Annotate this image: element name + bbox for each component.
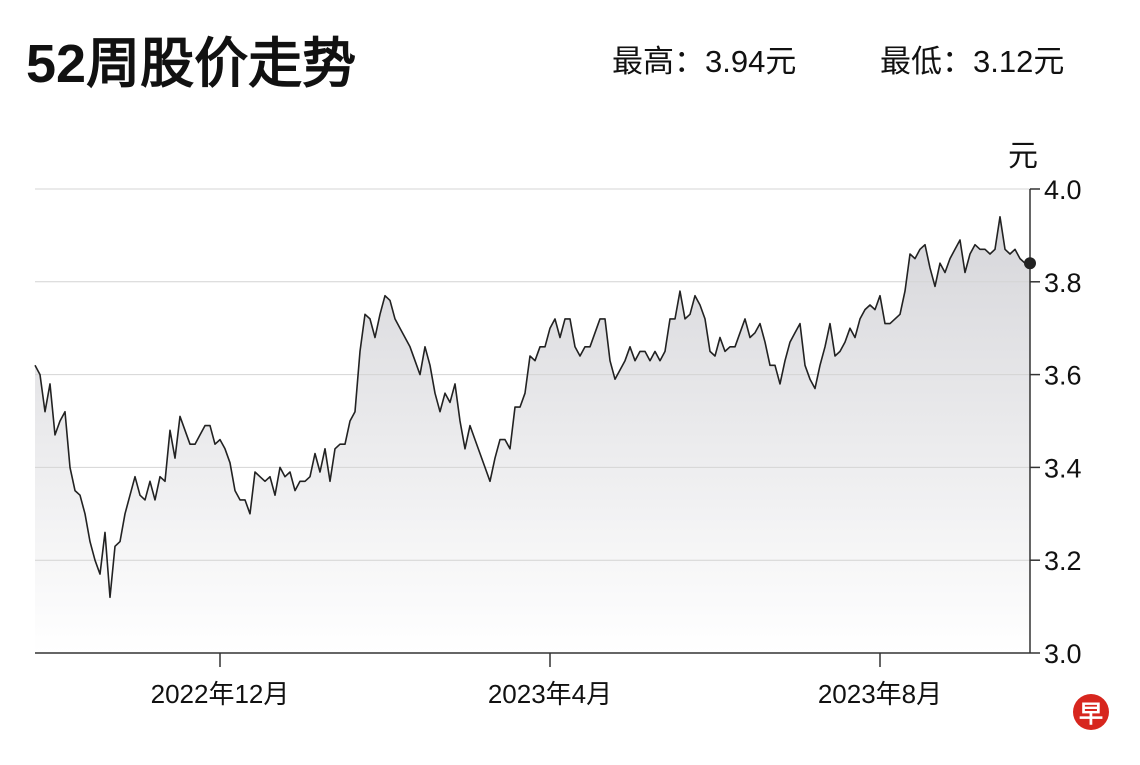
y-tick-label: 3.2 [1044,546,1082,576]
logo: 早 [1079,701,1103,728]
price-line [34,216,1030,599]
y-tick-label: 3.8 [1044,268,1082,298]
area [35,216,1030,654]
x-tick-label: 2023年4月 [488,679,612,709]
annotation: 最低：3.12元 [880,44,1064,79]
annotation: 最高：3.94元 [612,44,796,79]
chart-title: 52周股价走势 [26,34,356,94]
x-tick-label: 2023年8月 [818,679,942,709]
y-tick-label: 4.0 [1044,175,1082,205]
end-marker [1024,257,1036,270]
y-tick-label: 3.6 [1044,361,1082,391]
y-tick-label: 3.4 [1044,453,1082,483]
x-tick-label: 2022年12月 [151,679,290,709]
y-axis-label: 元 [1008,140,1038,173]
y-tick-label: 3.0 [1044,639,1082,669]
logo-badge [1073,694,1109,730]
